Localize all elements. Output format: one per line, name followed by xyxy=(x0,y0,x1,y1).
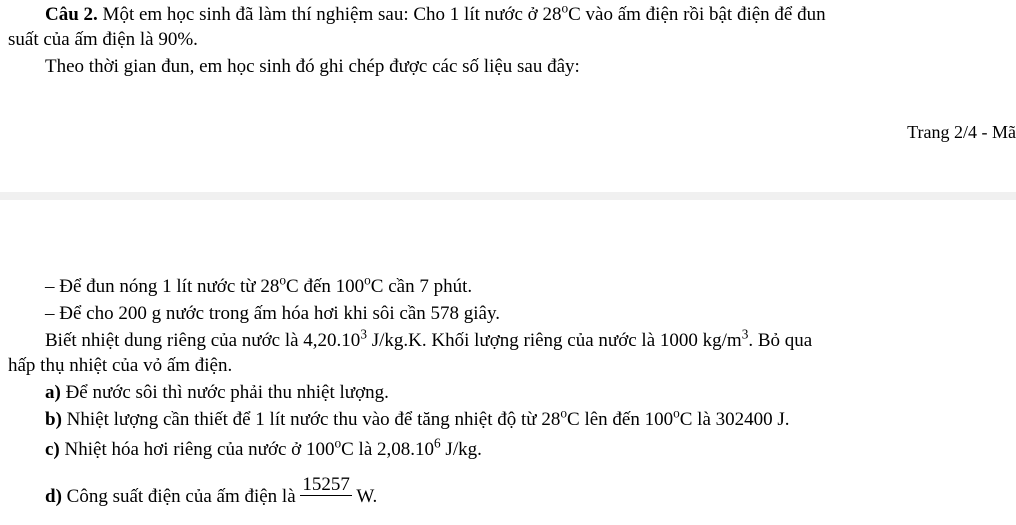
option-c-text-a: Nhiệt hóa hơi riêng của nước ở 100 xyxy=(60,439,335,460)
option-c-label: c) xyxy=(45,439,60,460)
obs2-text: – Để cho 200 g nước trong ấm hóa hơi khi… xyxy=(45,303,500,324)
intro-text-3: Theo thời gian đun, em học sinh đó ghi c… xyxy=(45,56,580,77)
option-c-text-b: C là 2,08.10 xyxy=(341,439,434,460)
option-a-label: a) xyxy=(45,382,61,403)
fraction-denominator xyxy=(300,496,352,516)
givens-line-2: hấp thụ nhiệt của vỏ ấm điện. xyxy=(8,354,232,379)
givens-a: Biết nhiệt dung riêng của nước là 4,20.1… xyxy=(45,330,360,351)
option-b-text-c: C là 302400 J. xyxy=(680,409,790,430)
page-marker: Trang 2/4 - Mã xyxy=(907,122,1016,143)
observation-2: – Để cho 200 g nước trong ấm hóa hơi khi… xyxy=(45,302,500,327)
observation-1: – Để đun nóng 1 lít nước từ 28 oC đến 100… xyxy=(45,275,472,300)
obs1-b: C đến 100 xyxy=(286,276,364,297)
physics-question-page: Câu 2. Một em học sinh đã làm thí nghiệm… xyxy=(0,0,1016,525)
option-a-text: Để nước sôi thì nước phải thu nhiệt lượn… xyxy=(61,382,389,403)
option-d-text-a: Công suất điện của ấm điện là xyxy=(62,486,301,507)
option-b-text-a: Nhiệt lượng cần thiết để 1 lít nước thu … xyxy=(62,409,560,430)
page-marker-text: Trang 2/4 - Mã xyxy=(907,122,1016,142)
option-b: b) Nhiệt lượng cần thiết để 1 lít nước t… xyxy=(45,408,790,433)
obs1-a: – Để đun nóng 1 lít nước từ 28 xyxy=(45,276,279,297)
question-line-3: Theo thời gian đun, em học sinh đó ghi c… xyxy=(45,55,580,80)
obs1-c: C cần 7 phút. xyxy=(371,276,472,297)
givens-c: . Bỏ qua xyxy=(748,330,812,351)
option-a: a) Để nước sôi thì nước phải thu nhiệt l… xyxy=(45,381,389,406)
intro-text-2: suất của ấm điện là 90%. xyxy=(8,29,198,50)
option-b-text-b: C lên đến 100 xyxy=(567,409,673,430)
option-b-label: b) xyxy=(45,409,62,430)
section-divider xyxy=(0,192,1016,200)
intro-text-1a: Một em học sinh đã làm thí nghiệm sau: C… xyxy=(98,4,562,25)
option-d: d) Công suất điện của ấm điện là 15257 W… xyxy=(45,477,377,518)
option-c-text-c: J/kg. xyxy=(441,439,482,460)
givens-b: J/kg.K. Khối lượng riêng của nước là 100… xyxy=(367,330,742,351)
option-d-label: d) xyxy=(45,486,62,507)
givens-line-1: Biết nhiệt dung riêng của nước là 4,20.1… xyxy=(45,329,812,354)
degree-sup-5: o xyxy=(673,406,680,421)
givens-l2: hấp thụ nhiệt của vỏ ấm điện. xyxy=(8,355,232,376)
question-label: Câu 2. xyxy=(45,4,98,25)
exp-3: 3 xyxy=(360,327,367,342)
option-d-text-b: W. xyxy=(352,486,377,507)
fraction-numerator: 15257 xyxy=(300,475,352,496)
degree-sup-3: o xyxy=(364,273,371,288)
fraction: 15257 xyxy=(300,475,352,516)
exp-6: 6 xyxy=(434,436,441,451)
question-line-2: suất của ấm điện là 90%. xyxy=(8,28,198,53)
question-line-1: Câu 2. Một em học sinh đã làm thí nghiệm… xyxy=(45,3,826,28)
option-c: c) Nhiệt hóa hơi riêng của nước ở 100oC … xyxy=(45,438,482,463)
intro-text-1b: C vào ấm điện rồi bật điện để đun xyxy=(568,4,826,25)
